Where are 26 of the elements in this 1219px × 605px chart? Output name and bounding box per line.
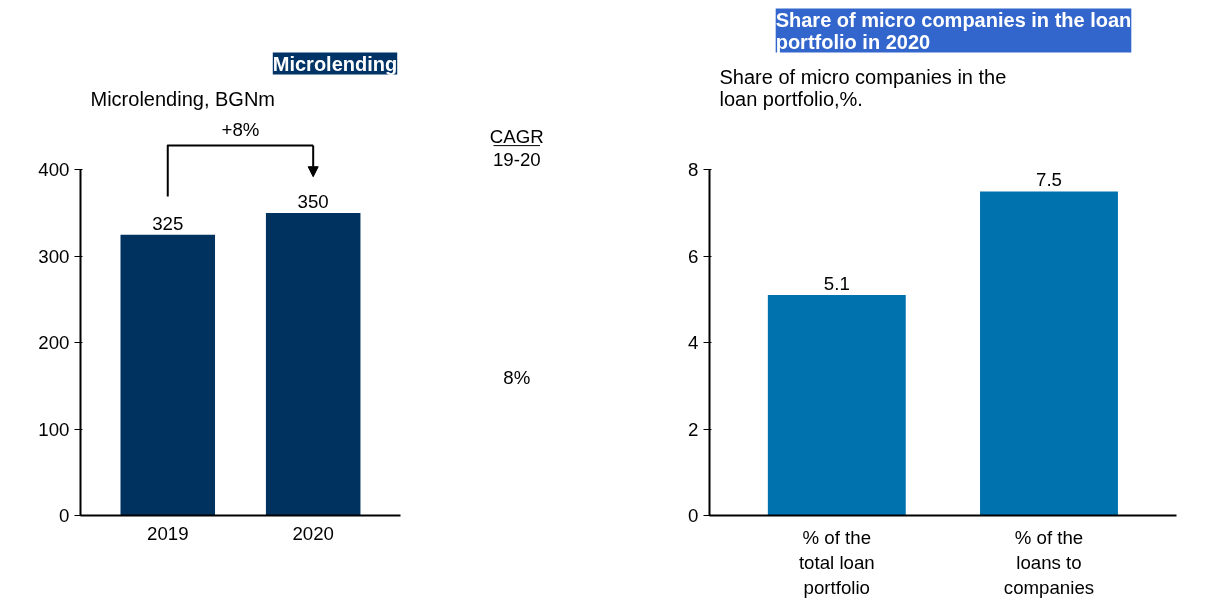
- chart-subtitle: Share of micro companies in the loan portfolio,%.: [719, 65, 1007, 110]
- chart-subtitle: Microlending, BGNm: [90, 87, 276, 110]
- y-tick-label: 4: [688, 332, 699, 354]
- y-tick-label: 0: [688, 505, 699, 526]
- y-tick-label: 0: [59, 505, 70, 526]
- y-tick-label: 8: [688, 159, 699, 181]
- y-tick-label: 300: [38, 245, 70, 267]
- y-tick-label: 100: [38, 418, 70, 440]
- data-label: 7.5: [1036, 169, 1062, 191]
- text: CAGR: [489, 126, 544, 148]
- chart-title: Microlending: [272, 52, 398, 75]
- y-tick-label: 2: [688, 418, 699, 440]
- x-tick-label: 2019: [147, 522, 189, 544]
- chart-title: Share of micro companies in the loan portfolio in 2020: [775, 8, 1132, 53]
- x-tick-label: 2020: [292, 522, 334, 544]
- y-tick-label: 6: [688, 245, 699, 267]
- data-label: 325: [152, 212, 184, 234]
- x-tick-label: % of the total loan portfolio: [798, 526, 875, 598]
- data-label: 350: [297, 191, 329, 213]
- text: 19-20: [492, 148, 541, 170]
- y-tick-label: 400: [38, 159, 70, 181]
- y-tick-label: 200: [38, 332, 70, 354]
- text: +8%: [221, 118, 260, 140]
- data-label: 5.1: [823, 273, 850, 295]
- text: 8%: [503, 366, 531, 388]
- x-tick-label: % of the loans to companies: [1003, 526, 1095, 598]
